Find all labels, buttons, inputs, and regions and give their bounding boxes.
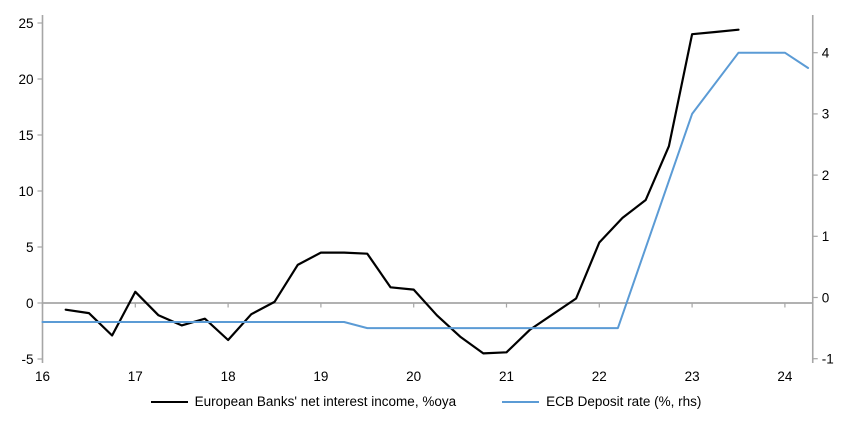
x-axis-tick-label: 19 [313,369,328,384]
right-axis-tick-label: 2 [822,168,830,183]
x-axis-tick-label: 24 [777,369,793,384]
right-axis-tick-label: 3 [822,107,830,122]
x-axis-tick-label: 23 [685,369,700,384]
left-axis-tick-label: 0 [26,296,34,311]
net-interest-income-line-swatch [150,400,188,403]
x-axis-tick-label: 20 [406,369,421,384]
x-axis-tick-label: 17 [128,369,143,384]
x-axis-tick-label: 22 [592,369,607,384]
legend-label-ecb-deposit-rate: ECB Deposit rate (%, rhs) [546,394,702,409]
right-axis-tick-label: -1 [822,352,834,367]
ecb-deposit-rate-line [41,51,810,330]
x-axis-tick-label: 21 [499,369,514,384]
right-axis-tick-label: 1 [822,229,830,244]
chart-legend: European Banks' net interest income, %oy… [0,394,852,409]
left-axis-tick-label: 20 [18,72,33,87]
x-axis-tick-label: 16 [35,369,50,384]
left-axis-tick-label: 15 [18,128,33,143]
left-axis-tick-label: -5 [21,352,33,367]
net-interest-income-line [64,28,740,355]
right-axis-tick-label: 4 [822,46,830,61]
ecb-deposit-rate-line-swatch [502,400,540,403]
left-axis-tick-label: 10 [18,184,33,199]
right-axis-tick-label: 0 [822,290,830,305]
x-axis-tick-label: 18 [221,369,236,384]
legend-item-ecb-deposit-rate: ECB Deposit rate (%, rhs) [502,394,701,409]
left-axis-tick-label: 5 [26,240,34,255]
legend-label-net-interest-income: European Banks' net interest income, %oy… [194,394,457,409]
legend-item-net-interest-income: European Banks' net interest income, %oy… [150,394,457,409]
left-axis-tick-label: 25 [18,16,33,31]
